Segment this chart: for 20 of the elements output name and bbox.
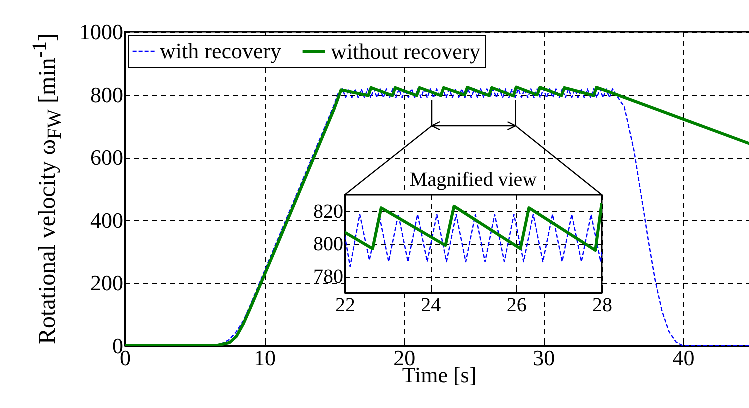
x-tick-label: 28 [592,294,612,316]
x-tick-label: 10 [254,346,276,370]
legend-label: with recovery [160,38,282,64]
y-tick-label: 400 [90,208,124,233]
x-tick-label: 40 [672,346,695,370]
x-tick-label: 26 [506,294,527,316]
y-tick-label: 600 [90,145,124,170]
y-tick-label: 800 [90,82,124,108]
chart-title: Magnified view [410,169,538,191]
y-tick-label: 780 [314,266,344,288]
line-series [345,214,602,268]
y-tick-label: 200 [90,270,124,296]
y-tick-label: 800 [314,234,344,256]
line-series [345,202,602,252]
x-tick-label: 22 [336,294,356,316]
y-tick-label: 1000 [80,20,124,44]
x-tick-label: 24 [421,294,442,316]
x-tick-label: 30 [533,346,556,370]
legend-label: without recovery [331,39,481,64]
y-tick-label: 820 [314,200,344,223]
